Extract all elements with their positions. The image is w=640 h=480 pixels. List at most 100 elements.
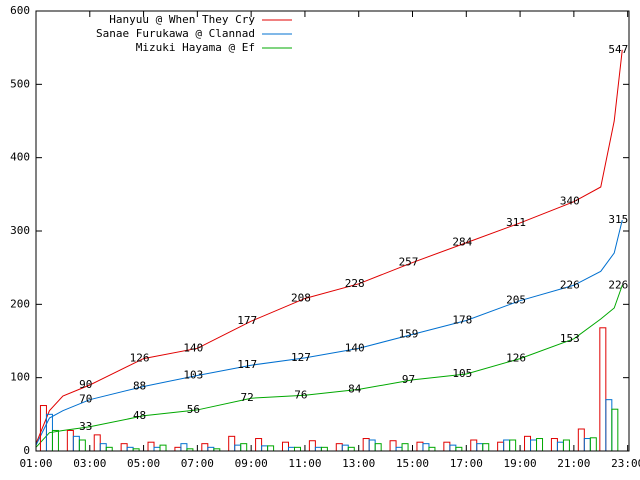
bar [401,443,409,452]
x-tick-label: 13:00 [342,457,375,470]
data-label: 153 [560,332,580,345]
bar [524,435,532,452]
bar [93,434,101,452]
bar [39,405,47,452]
data-label: 90 [79,378,92,391]
bar [449,444,457,452]
data-label: 340 [560,195,580,208]
x-tick-label: 09:00 [235,457,268,470]
bar [153,446,161,452]
bar [556,441,564,452]
data-label: 126 [506,352,526,365]
x-tick-label: 11:00 [288,457,321,470]
x-tick-label: 15:00 [396,457,429,470]
bar [120,443,128,452]
data-label: 257 [399,256,419,269]
bar [503,439,511,452]
data-label: 226 [608,278,628,291]
bar [261,445,269,452]
bar [422,443,430,452]
bar [293,446,301,452]
bar [455,446,463,452]
bar [267,445,275,452]
bar [201,443,209,452]
bar [174,446,182,452]
y-tick-label: 200 [10,297,30,310]
bar [599,327,607,452]
bar [105,446,113,452]
bar [428,446,436,452]
y-tick-label: 300 [10,224,30,237]
bar [234,444,242,452]
data-label: 72 [241,391,254,404]
x-tick-label: 05:00 [127,457,160,470]
bar [347,446,355,452]
data-label: 284 [452,236,472,249]
bar [509,439,517,452]
bar [362,438,370,452]
data-label: 140 [183,341,203,354]
data-label: 126 [130,352,150,365]
bar [374,443,382,452]
bar [99,443,107,452]
bar [562,439,570,452]
bar [550,438,558,452]
bar [476,443,484,452]
bar [126,446,134,452]
data-label: 205 [506,294,526,307]
data-label: 208 [291,291,311,304]
legend-label: Mizuki Hayama @ Ef [136,41,255,54]
bar [589,437,597,452]
bar [51,429,59,452]
bar [368,439,376,452]
legend-label: Hanyuu @ When They Cry [109,13,255,26]
bar [66,429,74,452]
data-label: 127 [291,351,311,364]
x-tick-label: 23:00 [611,457,640,470]
bar [577,428,585,452]
bar [536,438,544,452]
data-label: 177 [237,314,257,327]
bar [255,438,263,452]
bar [389,440,397,452]
bar [320,446,328,452]
data-label: 228 [345,277,365,290]
legend-label: Sanae Furukawa @ Clannad [96,27,255,40]
data-label: 547 [608,43,628,56]
y-tick-label: 600 [10,4,30,17]
data-label: 105 [452,367,472,380]
x-tick-label: 07:00 [181,457,214,470]
data-label: 56 [187,403,200,416]
y-tick-label: 400 [10,151,30,164]
bar [207,446,215,452]
data-label: 311 [506,216,526,229]
bar [611,408,619,452]
bar [497,441,505,452]
bar [416,441,424,452]
data-label: 48 [133,409,146,422]
data-label: 140 [345,341,365,354]
series-line [35,285,623,448]
data-label: 88 [133,379,146,392]
data-label: 226 [560,278,580,291]
bar [395,446,403,452]
data-label: 315 [608,213,628,226]
data-label: 76 [294,388,307,401]
y-tick-label: 100 [10,371,30,384]
data-label: 103 [183,368,203,381]
bar [583,438,591,452]
bar [308,440,316,452]
x-tick-label: 03:00 [73,457,106,470]
bar [341,444,349,452]
x-tick-label: 19:00 [504,457,537,470]
bar [470,439,478,452]
data-label: 159 [399,327,419,340]
x-tick-label: 21:00 [557,457,590,470]
plot-frame [35,10,630,452]
bar [443,441,451,452]
data-label: 70 [79,393,92,406]
data-label: 84 [348,382,362,395]
bar [287,446,295,452]
y-tick-label: 500 [10,77,30,90]
